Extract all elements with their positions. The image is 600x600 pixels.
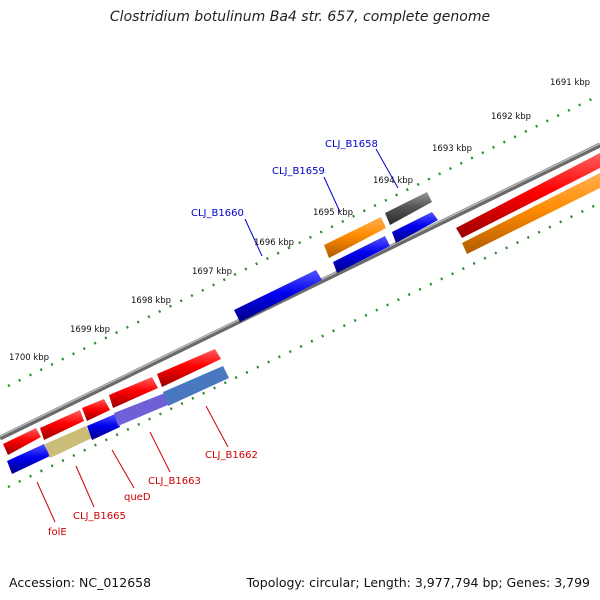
scale-label: 1700 kbp: [9, 353, 49, 363]
scale-label: 1693 kbp: [432, 144, 472, 154]
gene-label-top[interactable]: CLJ_B1660: [191, 208, 244, 219]
scale-label: 1691 kbp: [550, 78, 590, 88]
red-cds[interactable]: [157, 349, 221, 387]
scale-label: 1695 kbp: [313, 208, 353, 218]
steelblue-feature[interactable]: [163, 366, 229, 406]
gene-label-bottom[interactable]: CLJ_B1665: [73, 511, 126, 522]
scale-label: 1699 kbp: [70, 325, 110, 335]
map-title: Clostridium botulinum Ba4 str. 657, comp…: [109, 9, 491, 25]
bottom-leaders: [36, 405, 229, 523]
leader-line: [111, 449, 135, 489]
upper-tick-track: [7, 93, 600, 388]
bottom-gene-labels: CLJ_B1662 CLJ_B1663 queD CLJ_B1665 folE: [48, 450, 258, 538]
top-gene-labels: CLJ_B1658 CLJ_B1659 CLJ_B1660: [191, 139, 378, 219]
gene-label-top[interactable]: CLJ_B1658: [325, 139, 378, 150]
top-leaders: [244, 148, 399, 257]
red-cds[interactable]: [456, 153, 600, 238]
lower-tick-track: [7, 201, 600, 489]
red-cds[interactable]: [3, 428, 41, 455]
leader-line: [244, 218, 263, 257]
gray-feature[interactable]: [385, 192, 432, 225]
gene-label-bottom[interactable]: folE: [48, 527, 67, 538]
red-cds[interactable]: [40, 410, 84, 440]
forward-features: [234, 153, 600, 322]
orange-feature[interactable]: [462, 173, 600, 254]
blue-feature[interactable]: [392, 212, 438, 243]
leader-line: [149, 431, 171, 473]
leader-line: [205, 405, 229, 448]
blue-feature[interactable]: [234, 270, 322, 322]
violet-feature[interactable]: [114, 393, 170, 426]
leader-line: [75, 465, 95, 508]
genome-summary-text: Topology: circular; Length: 3,977,794 bp…: [246, 575, 590, 590]
scale-label: 1698 kbp: [131, 296, 171, 306]
gene-label-bottom[interactable]: queD: [124, 492, 151, 503]
scale-label: 1696 kbp: [254, 238, 294, 248]
scale-label: 1694 kbp: [373, 176, 413, 186]
gene-label-bottom[interactable]: CLJ_B1663: [148, 476, 201, 487]
scale-label: 1692 kbp: [491, 112, 531, 122]
blue-feature[interactable]: [333, 236, 390, 273]
leader-line: [375, 148, 399, 189]
gene-label-bottom[interactable]: CLJ_B1662: [205, 450, 258, 461]
red-cds[interactable]: [82, 399, 110, 421]
accession-text: Accession: NC_012658: [9, 575, 152, 590]
red-cds[interactable]: [109, 377, 158, 408]
blue-cds[interactable]: [87, 414, 120, 440]
gene-label-top[interactable]: CLJ_B1659: [272, 166, 325, 177]
leader-line: [323, 176, 341, 213]
blue-cds[interactable]: [7, 444, 50, 474]
orange-feature[interactable]: [324, 217, 386, 258]
olive-feature[interactable]: [45, 426, 92, 458]
scale-label: 1697 kbp: [192, 267, 232, 277]
scale-labels: 1691 kbp 1692 kbp 1693 kbp 1694 kbp 1695…: [9, 78, 590, 363]
lower-features: [3, 349, 229, 474]
genome-backbone: [0, 142, 600, 441]
leader-line: [36, 481, 56, 523]
